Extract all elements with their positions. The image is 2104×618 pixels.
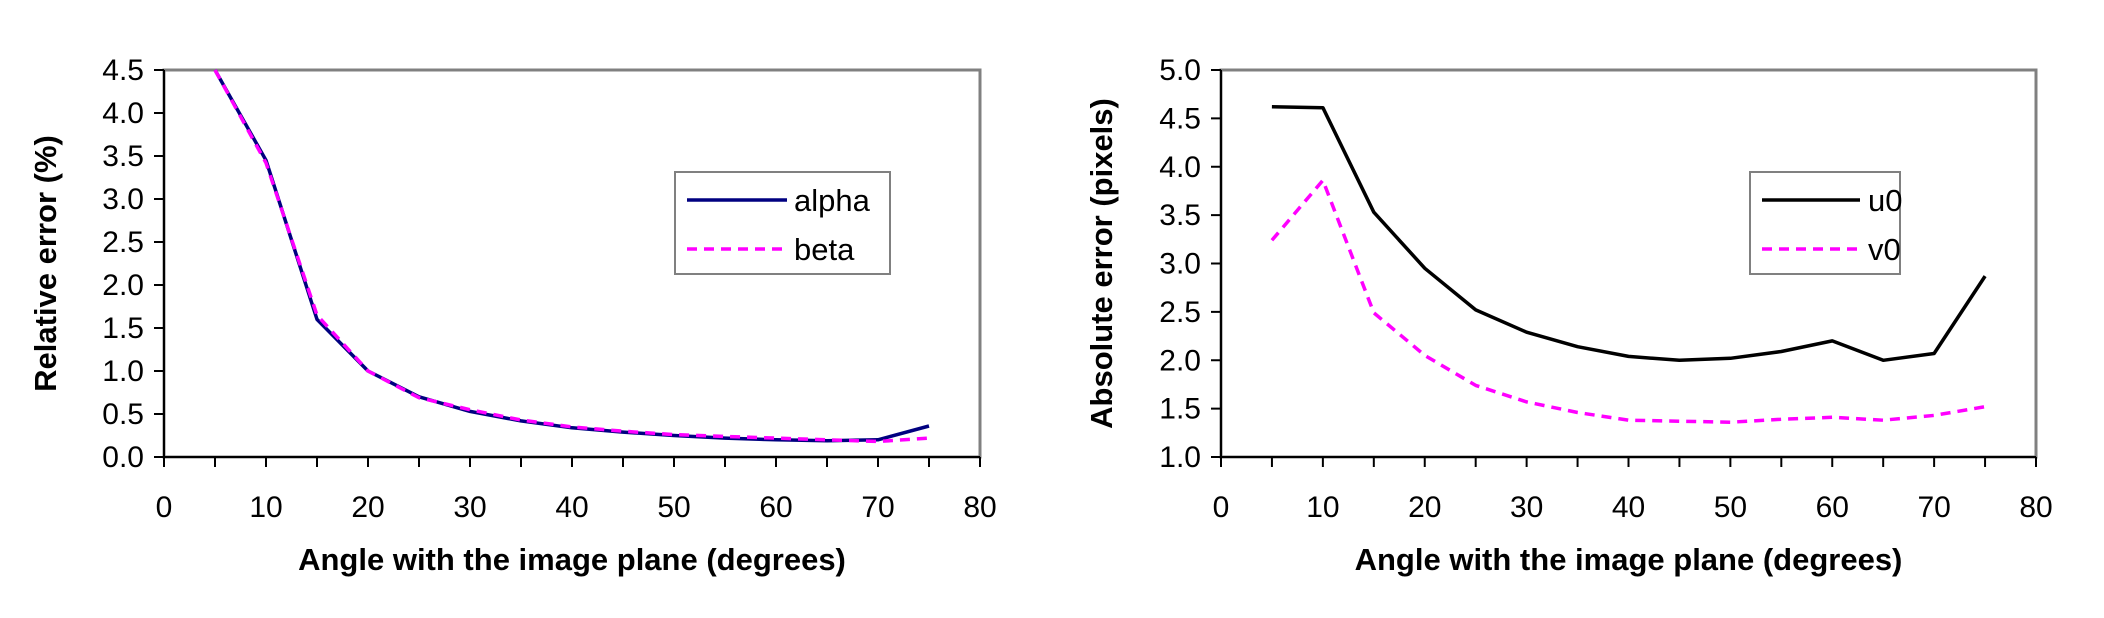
y-tick-label: 3.5 <box>102 140 144 173</box>
x-tick-label: 70 <box>861 491 894 524</box>
series-line-v0 <box>1270 178 1986 424</box>
x-tick-label: 0 <box>1213 491 1230 524</box>
x-axis-title: Angle with the image plane (degrees) <box>298 542 846 577</box>
legend-label-v0: v0 <box>1868 232 1901 267</box>
legend-box <box>674 171 891 275</box>
y-tick-label: 2.5 <box>1159 296 1201 329</box>
y-tick-label: 0.0 <box>102 441 144 474</box>
x-tick-label: 10 <box>249 491 282 524</box>
y-axis-title: Absolute error (pixels) <box>1084 98 1119 429</box>
legend-label-alpha: alpha <box>794 183 871 218</box>
x-tick-label: 80 <box>963 491 996 524</box>
y-tick-label: 1.5 <box>102 312 144 345</box>
chart-relative-error: 0.0 0.5 1.0 1.5 2.0 2.5 3.0 3.5 4.0 4.5 0 10 20 30 40 5… <box>28 54 997 577</box>
series-line-u0 <box>1271 105 1987 363</box>
plot-area <box>1219 68 2038 459</box>
x-tick-label: 60 <box>1816 491 1849 524</box>
y-tick-label: 2.0 <box>1159 344 1201 377</box>
y-tick-label: 4.0 <box>1159 151 1201 184</box>
x-tick-label: 30 <box>1510 491 1543 524</box>
y-tick-label: 2.5 <box>102 226 144 259</box>
x-tick-label: 70 <box>1917 491 1950 524</box>
x-tick-label: 40 <box>555 491 588 524</box>
x-tick-label: 10 <box>1306 491 1339 524</box>
x-axis-title: Angle with the image plane (degrees) <box>1355 542 1903 577</box>
series-line-alpha <box>213 69 930 443</box>
x-tick-label: 30 <box>453 491 486 524</box>
legend: alpha beta <box>674 171 891 275</box>
y-tick-label: 1.0 <box>1159 441 1201 474</box>
y-tick-label: 3.0 <box>1159 248 1201 281</box>
x-tick-label: 50 <box>1714 491 1747 524</box>
y-tick-label: 4.0 <box>102 97 144 130</box>
x-tick-label: 50 <box>657 491 690 524</box>
x-tick-label: 60 <box>759 491 792 524</box>
x-tick-label: 40 <box>1612 491 1645 524</box>
x-tick-label: 20 <box>1408 491 1441 524</box>
legend-box <box>1749 171 1901 275</box>
y-tick-label: 1.5 <box>1159 393 1201 426</box>
chart-absolute-error: 1.0 1.5 2.0 2.5 3.0 3.5 4.0 4.5 5.0 0 10 20 30 40 50 60… <box>1084 54 2053 577</box>
series-line-beta <box>213 69 930 444</box>
y-tick-label: 3.0 <box>102 183 144 216</box>
x-tick-label: 80 <box>2019 491 2052 524</box>
x-tick-label: 20 <box>351 491 384 524</box>
y-tick-label: 1.0 <box>102 355 144 388</box>
y-tick-label: 4.5 <box>1159 102 1201 135</box>
y-tick-label: 5.0 <box>1159 54 1201 87</box>
y-tick-label: 3.5 <box>1159 199 1201 232</box>
y-tick-label: 4.5 <box>102 54 144 87</box>
y-tick-label: 0.5 <box>102 398 144 431</box>
legend-label-u0: u0 <box>1868 183 1902 218</box>
y-axis-title: Relative error (%) <box>28 135 63 392</box>
y-tick-label: 2.0 <box>102 269 144 302</box>
x-tick-label: 0 <box>156 491 173 524</box>
legend-label-beta: beta <box>794 232 855 267</box>
